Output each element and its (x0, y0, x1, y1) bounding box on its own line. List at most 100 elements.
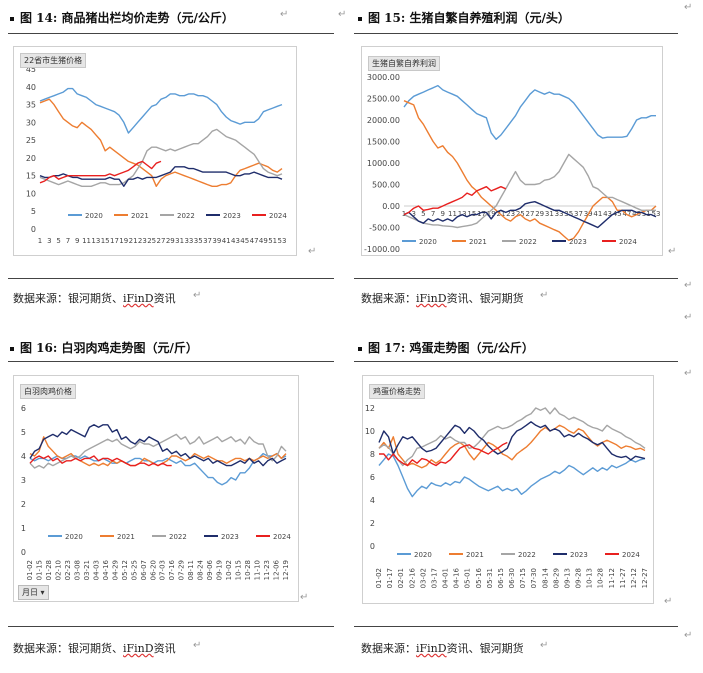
fig16-date-filter-button[interactable]: 月日 ▾ (18, 585, 49, 600)
x-tick-label: 49 (259, 237, 268, 245)
fig17-chart: 0 2 4 6 8 10 12 01-02 01-17 02-01 02-16 03-02 03-17 0… (365, 404, 649, 588)
return-mark: ↵ (684, 368, 693, 379)
fig17-source-wavy: iFinD (416, 642, 447, 655)
x-tick-label: 53 (278, 237, 287, 245)
legend-label-2023: 2023 (223, 212, 241, 220)
x-tick-label: 07-15 (519, 568, 527, 588)
return-mark: ↵ (193, 640, 202, 651)
fig17-source-prefix: 数据来源： (361, 642, 416, 655)
fig14-label: 图 14: (20, 11, 58, 25)
x-tick-label: 05-01 (464, 568, 472, 588)
fig17-chart-tag: 鸡蛋价格走势 (369, 384, 425, 399)
x-tick-label: 29 (166, 237, 175, 245)
x-tick-label: 06-15 (497, 568, 505, 588)
series-line-2024 (39, 160, 162, 184)
fig15-rule-bottom (354, 278, 678, 279)
fig16-label: 图 16: (20, 341, 58, 355)
x-tick-label: 10-13 (586, 568, 594, 588)
bullet-icon (10, 16, 14, 21)
fig14-chart-tag: 22省市生猪价格 (20, 53, 87, 68)
bullet-icon (10, 346, 14, 351)
return-mark: ↵ (540, 290, 549, 301)
x-tick-label: 06-30 (508, 568, 516, 588)
x-tick-label: 45 (613, 210, 622, 218)
fig16-title: 图 16: 白羽肉鸡走势图（元/斤） (10, 339, 198, 356)
x-tick-label: 17 (110, 237, 119, 245)
y-tick-label: 20 (26, 154, 36, 163)
x-tick-label: 03-02 (419, 568, 427, 588)
x-tick-label: 05-16 (475, 567, 483, 588)
y-tick-label: 6 (21, 404, 26, 413)
series-line-2020 (39, 87, 283, 134)
x-tick-label: 5 (56, 237, 60, 245)
fig15-title: 图 15: 生猪自繁自养殖利润（元/头） (358, 9, 570, 26)
series-line-2022 (39, 128, 283, 188)
x-tick-label: 08-24 (197, 559, 205, 580)
x-tick-label: 03-21 (83, 560, 91, 580)
return-mark: ↵ (308, 246, 317, 257)
fig16-title-text: 白羽肉鸡走势图（元/斤） (61, 341, 198, 355)
y-tick-label: 10 (365, 427, 375, 436)
series-line-2022 (29, 433, 287, 469)
legend-label-2020: 2020 (65, 533, 83, 541)
x-tick-label: 02-23 (64, 560, 72, 580)
x-tick-label: 19 (119, 237, 128, 245)
x-tick-label: 07-29 (178, 560, 186, 580)
x-tick-label: 3 (411, 210, 415, 218)
fig15-source-wavy: iFinD (416, 292, 447, 305)
fig15-rule-top (354, 33, 678, 34)
x-tick-label: 04-16 (453, 567, 461, 588)
y-tick-label: -1000.00 (364, 245, 400, 254)
return-mark: ↵ (280, 9, 289, 20)
x-tick-label: 09-06 (206, 559, 214, 580)
fig17-source: 数据来源：iFinD资讯、银河期货 (361, 640, 524, 656)
x-tick-label: 5 (421, 210, 425, 218)
fig17-title-text: 鸡蛋走势图（元/公斤） (409, 341, 534, 355)
legend-label-2021: 2021 (469, 238, 487, 246)
x-tick-label: 9 (75, 237, 79, 245)
fig16-source-wavy: iFinD (123, 642, 154, 655)
x-tick-label: 12-06 (273, 559, 281, 580)
x-tick-label: 7 (66, 237, 70, 245)
fig16-rule-bottom (8, 626, 334, 627)
fig16-rule-top (8, 361, 334, 362)
fig16-source-suffix: 资讯 (153, 642, 176, 655)
x-tick-label: 31 (175, 237, 184, 245)
x-tick-label: 07-30 (530, 568, 538, 588)
legend-label-2022: 2022 (169, 533, 187, 541)
x-tick-label: 11-23 (263, 560, 271, 580)
x-tick-label: 02-10 (54, 560, 62, 580)
y-tick-label: 5 (21, 428, 26, 437)
x-tick-label: 02-16 (408, 567, 416, 588)
fig15-source: 数据来源：iFinD资讯、银河期货 (361, 290, 524, 306)
legend-label-2020: 2020 (414, 551, 432, 559)
x-tick-label: 41 (222, 237, 231, 245)
series-line-2024 (379, 441, 508, 467)
legend-label-2022: 2022 (519, 238, 537, 246)
y-tick-label: -500.00 (369, 224, 400, 233)
x-tick-label: 11-27 (619, 568, 627, 588)
x-tick-label: 04-29 (111, 560, 119, 580)
x-tick-label: 23 (138, 237, 147, 245)
y-tick-label: 3 (21, 476, 26, 485)
return-mark: ↵ (668, 246, 677, 257)
series-line-2022 (378, 407, 646, 467)
x-tick-label: 21 (129, 237, 138, 245)
x-tick-label: 35 (194, 237, 203, 245)
x-tick-label: 43 (231, 237, 240, 245)
return-mark: ↵ (684, 630, 693, 641)
y-tick-label: 2 (370, 519, 375, 528)
fig15-chart-box: -1000.00 -500.00 0.00 500.00 1000.00 1500.00 2… (361, 46, 663, 256)
x-tick-label: 10-02 (225, 560, 233, 580)
legend-label-2024: 2024 (273, 533, 291, 541)
x-tick-label: 1 (38, 237, 42, 245)
y-tick-label: 25 (26, 136, 36, 145)
y-tick-label: 5 (31, 207, 36, 216)
x-tick-label: 09-13 (563, 568, 571, 588)
return-mark: ↵ (684, 280, 693, 291)
legend-label-2020: 2020 (419, 238, 437, 246)
fig14-source-prefix: 数据来源：银河期货、 (13, 292, 123, 305)
y-tick-label: 10 (26, 189, 36, 198)
series-line-2024 (403, 185, 507, 216)
